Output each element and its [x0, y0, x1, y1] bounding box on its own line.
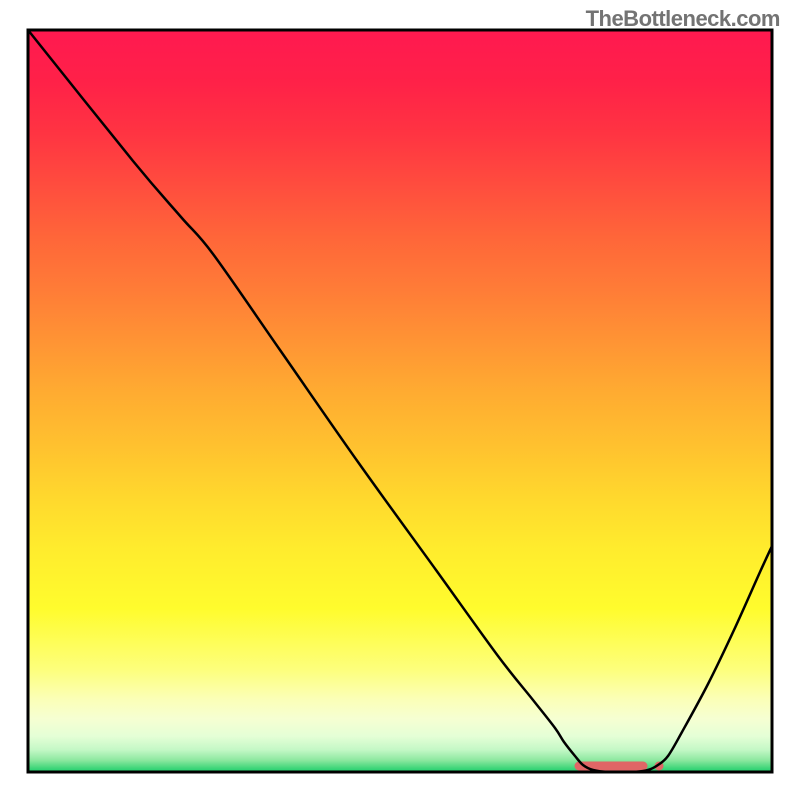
watermark-text: TheBottleneck.com	[586, 6, 780, 32]
bottleneck-chart	[0, 0, 800, 800]
chart-container: TheBottleneck.com	[0, 0, 800, 800]
plot-background	[28, 30, 772, 772]
